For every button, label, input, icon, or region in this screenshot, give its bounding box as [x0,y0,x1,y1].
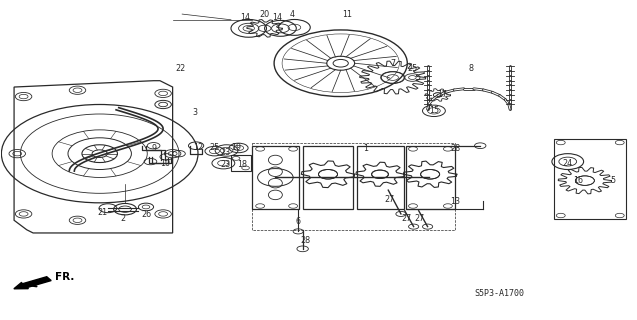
Text: S5P3-A1700: S5P3-A1700 [474,289,524,298]
Text: 6: 6 [296,217,301,226]
Text: 7: 7 [390,59,396,68]
Text: 11: 11 [342,10,352,19]
Text: 25: 25 [210,143,220,152]
Text: 13: 13 [450,197,461,206]
Text: 9: 9 [151,144,156,153]
Text: 12: 12 [193,143,203,152]
Bar [231,155,250,171]
Text: FR.: FR. [55,272,75,282]
FancyArrow shape [14,277,51,289]
Text: 27: 27 [415,214,425,223]
Text: 25: 25 [407,63,417,73]
Text: 23: 23 [221,160,231,169]
Text: 19: 19 [231,143,241,152]
Text: 28: 28 [301,236,311,245]
Text: 10: 10 [160,159,170,168]
Bar [406,146,455,209]
Text: 20: 20 [259,10,269,19]
Bar [252,146,299,209]
Text: 2: 2 [120,214,125,223]
Text: 3: 3 [192,108,197,117]
Text: 24: 24 [562,159,573,168]
Bar [357,146,404,209]
Bar [303,146,354,209]
Text: 16: 16 [573,176,583,185]
Text: 27: 27 [384,195,395,204]
Text: 26: 26 [141,210,151,220]
Text: 14: 14 [241,13,250,22]
Text: 28: 28 [450,144,461,153]
Text: 17: 17 [437,91,447,100]
Text: 21: 21 [98,208,108,217]
Text: 1: 1 [364,144,369,153]
Text: 18: 18 [238,160,247,169]
Text: 15: 15 [429,106,439,115]
Bar [554,140,626,219]
Text: 14: 14 [272,13,282,22]
Text: 23: 23 [221,148,231,156]
Bar [252,142,455,230]
Text: 4: 4 [289,10,294,19]
Text: 27: 27 [401,214,411,223]
Text: 22: 22 [176,63,186,73]
Text: 5: 5 [611,176,616,185]
Text: 8: 8 [468,63,473,73]
